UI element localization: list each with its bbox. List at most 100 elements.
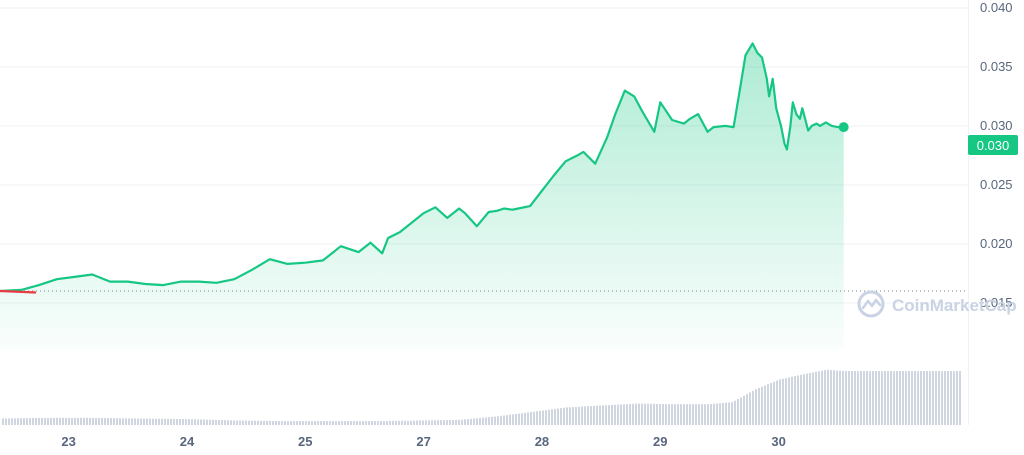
volume-bar bbox=[194, 419, 196, 425]
volume-bar bbox=[164, 418, 166, 425]
volume-bar bbox=[269, 420, 271, 425]
volume-bar bbox=[659, 403, 661, 425]
volume-bar bbox=[110, 418, 112, 425]
volume-bar bbox=[563, 407, 565, 425]
volume-bar bbox=[302, 421, 304, 425]
volume-bar bbox=[767, 384, 769, 425]
volume-bar bbox=[425, 420, 427, 425]
volume-bar bbox=[362, 421, 364, 425]
volume-bar bbox=[533, 411, 535, 425]
volume-bar bbox=[80, 417, 82, 425]
volume-bar bbox=[449, 419, 451, 425]
volume-bar bbox=[851, 371, 853, 425]
volume-bar bbox=[2, 418, 4, 425]
volume-bar bbox=[548, 409, 550, 425]
volume-bar bbox=[581, 406, 583, 425]
volume-bar bbox=[326, 421, 328, 425]
volume-bar bbox=[155, 418, 157, 425]
volume-bar bbox=[377, 421, 379, 425]
volume-bar bbox=[329, 421, 331, 425]
volume-bar bbox=[374, 421, 376, 425]
volume-bar bbox=[662, 404, 664, 425]
volume-bar bbox=[395, 420, 397, 425]
current-price-label: 0.030 bbox=[977, 138, 1010, 153]
volume-bar bbox=[47, 417, 49, 425]
volume-bar bbox=[143, 418, 145, 425]
volume-bar bbox=[542, 410, 544, 425]
volume-bar bbox=[725, 402, 727, 425]
volume-bar bbox=[593, 405, 595, 425]
volume-bar bbox=[461, 419, 463, 425]
volume-bar bbox=[680, 404, 682, 425]
volume-bar bbox=[929, 371, 931, 425]
volume-bar bbox=[866, 371, 868, 425]
volume-bar bbox=[317, 421, 319, 425]
current-price-dot[interactable] bbox=[838, 122, 849, 133]
volume-bar bbox=[242, 420, 244, 425]
volume-bar bbox=[641, 403, 643, 425]
volume-bar bbox=[17, 418, 19, 425]
volume-bar bbox=[644, 403, 646, 425]
volume-bar bbox=[845, 371, 847, 425]
volume-bar bbox=[416, 420, 418, 425]
volume-bar bbox=[959, 371, 961, 425]
volume-bar bbox=[839, 370, 841, 425]
volume-bar bbox=[437, 420, 439, 425]
volume-bar bbox=[551, 409, 553, 425]
volume-bar bbox=[512, 414, 514, 425]
volume-bar bbox=[14, 418, 16, 425]
volume-bar bbox=[422, 420, 424, 425]
volume-bar bbox=[530, 412, 532, 425]
volume-bar bbox=[266, 420, 268, 425]
volume-bar bbox=[926, 371, 928, 425]
current-price-tag: 0.030 bbox=[968, 135, 1018, 155]
volume-bar bbox=[185, 419, 187, 425]
x-tick-label: 24 bbox=[180, 434, 195, 449]
volume-bar bbox=[824, 370, 826, 425]
volume-bar bbox=[440, 420, 442, 425]
volume-bar bbox=[284, 421, 286, 425]
volume-bar bbox=[197, 419, 199, 425]
volume-bar bbox=[527, 412, 529, 425]
volume-bar bbox=[431, 420, 433, 425]
y-tick-label: 0.015 bbox=[980, 295, 1013, 310]
volume-bar bbox=[920, 371, 922, 425]
volume-bar bbox=[638, 403, 640, 425]
price-line[interactable] bbox=[0, 42, 844, 293]
volume-bar bbox=[890, 371, 892, 425]
volume-bar bbox=[653, 403, 655, 425]
volume-bar bbox=[521, 413, 523, 425]
volume-bar bbox=[383, 421, 385, 425]
volume-bar bbox=[407, 420, 409, 425]
volume-bar bbox=[227, 420, 229, 425]
volume-bar bbox=[338, 421, 340, 425]
volume-bar bbox=[491, 416, 493, 425]
volume-bar bbox=[311, 421, 313, 425]
volume-bar bbox=[335, 421, 337, 425]
volume-bar bbox=[191, 419, 193, 425]
volume-bar bbox=[347, 421, 349, 425]
volume-bar bbox=[20, 418, 22, 425]
volume-bar bbox=[887, 371, 889, 425]
volume-bar bbox=[611, 404, 613, 425]
volume-bar bbox=[107, 418, 109, 425]
volume-bar bbox=[587, 406, 589, 425]
x-tick-label: 23 bbox=[61, 434, 75, 449]
volume-bar bbox=[479, 417, 481, 425]
volume-bar bbox=[560, 408, 562, 425]
volume-bar bbox=[287, 421, 289, 425]
volume-bar bbox=[278, 421, 280, 425]
volume-bar bbox=[602, 405, 604, 425]
volume-bar bbox=[566, 407, 568, 425]
volume-bar bbox=[35, 417, 37, 425]
volume-bar bbox=[608, 405, 610, 425]
volume-bar bbox=[668, 404, 670, 425]
price-line-down-segment[interactable] bbox=[0, 289, 37, 294]
volume-bar bbox=[371, 421, 373, 425]
volume-bar bbox=[893, 371, 895, 425]
volume-bar bbox=[401, 420, 403, 425]
volume-bar bbox=[497, 416, 499, 425]
volume-bar bbox=[71, 417, 73, 425]
volume-bar bbox=[875, 371, 877, 425]
